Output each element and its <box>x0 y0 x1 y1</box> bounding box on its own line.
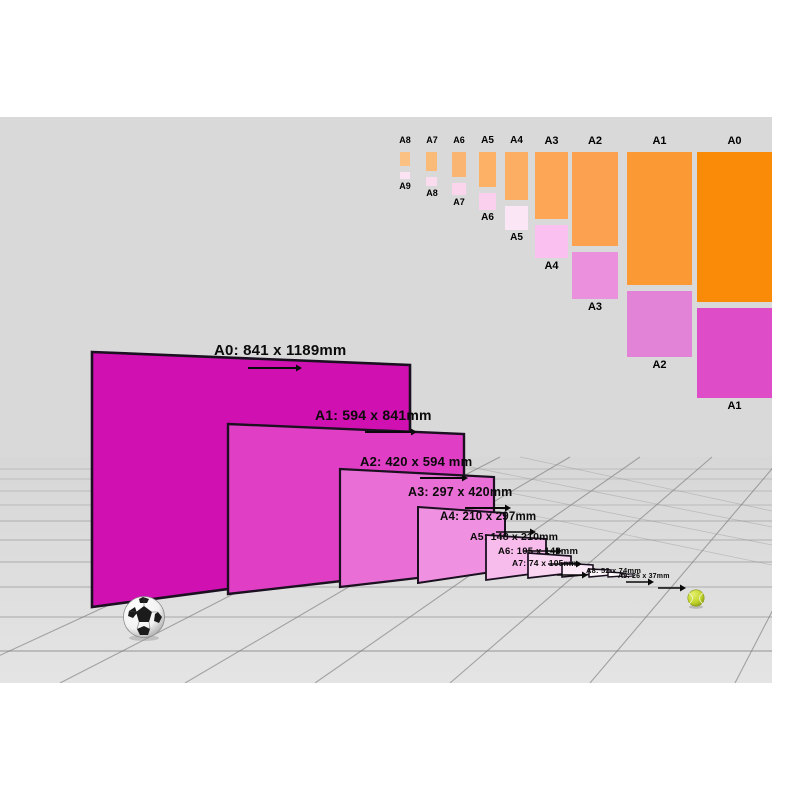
perspective-sheet-stack <box>90 350 634 609</box>
callout-a8: A8: 52 x 74mm <box>586 566 642 575</box>
callout-arrow-a0 <box>248 364 302 372</box>
chart-swatch-half-a3[interactable] <box>572 252 618 299</box>
callout-a9: A9: 26 x 37mm <box>618 573 670 580</box>
chart-label-a7: A7 <box>426 135 438 145</box>
chart-swatch-a4[interactable] <box>505 152 528 200</box>
callout-a1: A1: 594 x 841mm <box>315 407 432 423</box>
chart-swatch-a5[interactable] <box>479 152 496 187</box>
chart-label-a8: A8 <box>399 135 411 145</box>
callout-arrow-a1 <box>365 428 417 436</box>
chart-label-half-a8: A8 <box>426 188 438 198</box>
callout-arrow-a2 <box>420 474 468 482</box>
chart-label-a0: A0 <box>727 135 742 147</box>
chart-swatch-a0[interactable] <box>697 152 772 302</box>
chart-label-half-a9: A9 <box>399 181 411 191</box>
chart-label-a4: A4 <box>510 135 523 146</box>
size-comparison-chart: A8 A9 A7 A8 A6 A7 A5 A6 A4 A5 A3 A4 A2 A3 A1 A2 A0 A1 <box>0 117 772 412</box>
callout-arrow-a4 <box>496 528 536 536</box>
chart-swatch-half-a9[interactable] <box>400 172 410 179</box>
chart-swatch-half-a4[interactable] <box>535 225 568 258</box>
chart-label-a1: A1 <box>652 135 667 147</box>
chart-swatch-a6[interactable] <box>452 152 466 177</box>
soccer-ball <box>123 596 165 641</box>
illustration-panel: A8 A9 A7 A8 A6 A7 A5 A6 A4 A5 A3 A4 A2 A3 A1 A2 A0 A1 <box>0 117 772 683</box>
chart-swatch-half-a1[interactable] <box>697 308 772 398</box>
callout-arrow-a5 <box>524 547 562 555</box>
chart-swatch-a3[interactable] <box>535 152 568 219</box>
chart-label-half-a7: A7 <box>453 197 465 207</box>
callout-a7: A7: 74 x 105mm <box>512 558 580 568</box>
callout-arrow-a3 <box>465 504 511 512</box>
chart-label-a6: A6 <box>453 135 465 145</box>
callout-a3: A3: 297 x 420mm <box>408 485 513 499</box>
callout-a5: A5: 148 x 210mm <box>470 531 559 543</box>
chart-label-a3: A3 <box>544 135 559 147</box>
callout-a4: A4: 210 x 297mm <box>440 511 537 523</box>
chart-swatch-half-a7[interactable] <box>452 183 466 195</box>
chart-swatch-a7[interactable] <box>426 152 437 171</box>
chart-swatch-half-a2[interactable] <box>627 291 692 357</box>
callout-arrow-a7 <box>557 571 588 579</box>
chart-swatch-half-a6[interactable] <box>479 193 496 210</box>
chart-label-a2: A2 <box>587 135 603 147</box>
chart-label-half-a1: A1 <box>727 400 742 412</box>
chart-label-half-a5: A5 <box>510 232 523 243</box>
chart-swatch-a2[interactable] <box>572 152 618 246</box>
chart-swatch-half-a8[interactable] <box>426 177 437 186</box>
tennis-ball <box>687 589 705 609</box>
chart-label-half-a2: A2 <box>652 359 667 371</box>
callout-a0: A0: 841 x 1189mm <box>214 342 347 359</box>
chart-label-a5: A5 <box>481 135 494 146</box>
callout-arrow-a9 <box>658 584 686 592</box>
callout-a2: A2: 420 x 594 mm <box>360 454 473 469</box>
chart-label-half-a6: A6 <box>481 212 494 223</box>
sheet-a9[interactable] <box>621 573 634 578</box>
callout-arrow-a8 <box>626 578 654 586</box>
chart-label-half-a4: A4 <box>544 260 559 272</box>
callout-a6: A6: 105 x 148mm <box>498 546 579 557</box>
chart-label-half-a3: A3 <box>587 301 603 313</box>
chart-swatch-half-a5[interactable] <box>505 206 528 230</box>
chart-swatch-a8[interactable] <box>400 152 410 166</box>
chart-swatch-a1[interactable] <box>627 152 692 285</box>
callout-arrow-a6 <box>548 560 582 568</box>
